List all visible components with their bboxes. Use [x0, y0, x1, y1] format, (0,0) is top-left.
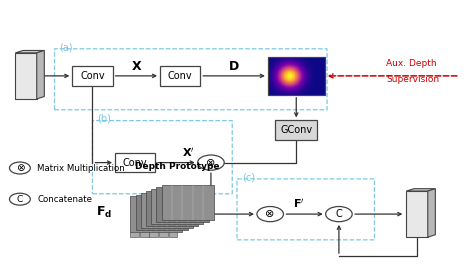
Text: (c): (c): [242, 172, 255, 182]
Text: Conv: Conv: [168, 71, 192, 81]
Text: $\mathbf{F'}$: $\mathbf{F'}$: [293, 197, 305, 210]
Circle shape: [9, 193, 30, 205]
Text: C: C: [17, 195, 23, 204]
Text: Aux. Depth: Aux. Depth: [386, 59, 437, 68]
FancyBboxPatch shape: [72, 66, 112, 86]
FancyBboxPatch shape: [275, 120, 318, 140]
Text: ⊗: ⊗: [265, 209, 275, 219]
Bar: [268, 57, 325, 95]
Text: $\mathbf{X}$: $\mathbf{X}$: [130, 60, 142, 73]
Bar: [156, 187, 209, 222]
Text: GConv: GConv: [280, 125, 312, 135]
Bar: [149, 232, 158, 237]
Polygon shape: [407, 189, 435, 191]
Circle shape: [198, 155, 224, 170]
Bar: [169, 232, 177, 237]
Bar: [136, 195, 188, 230]
Bar: [151, 189, 203, 224]
FancyBboxPatch shape: [115, 153, 155, 172]
Bar: [146, 191, 198, 226]
Circle shape: [9, 162, 30, 174]
Text: ⊗: ⊗: [16, 163, 24, 173]
Circle shape: [257, 207, 283, 222]
Text: Depth Prototype: Depth Prototype: [135, 162, 219, 171]
Text: (b): (b): [97, 114, 111, 124]
Text: ⊗: ⊗: [206, 158, 216, 167]
Circle shape: [326, 207, 352, 222]
FancyBboxPatch shape: [160, 66, 200, 86]
Polygon shape: [428, 189, 435, 237]
Text: C: C: [336, 209, 342, 219]
Bar: [130, 196, 182, 232]
Text: Supervision: Supervision: [386, 75, 439, 85]
Bar: [140, 232, 149, 237]
Text: Concatenate: Concatenate: [37, 195, 92, 204]
Bar: [268, 57, 325, 95]
Text: $\mathbf{F_d}$: $\mathbf{F_d}$: [96, 205, 112, 220]
Text: Conv: Conv: [80, 71, 105, 81]
Text: $\mathbf{X'}$: $\mathbf{X'}$: [182, 146, 195, 159]
Polygon shape: [15, 53, 36, 99]
Bar: [130, 232, 139, 237]
Bar: [141, 193, 193, 228]
Text: $\mathbf{D}$: $\mathbf{D}$: [228, 60, 240, 73]
Bar: [162, 185, 214, 220]
Text: Conv: Conv: [123, 158, 147, 167]
Text: Matrix Multiplication: Matrix Multiplication: [37, 163, 125, 173]
Polygon shape: [36, 50, 45, 99]
Text: (a): (a): [59, 42, 73, 52]
Polygon shape: [407, 191, 428, 237]
Polygon shape: [15, 50, 45, 53]
Bar: [159, 232, 168, 237]
